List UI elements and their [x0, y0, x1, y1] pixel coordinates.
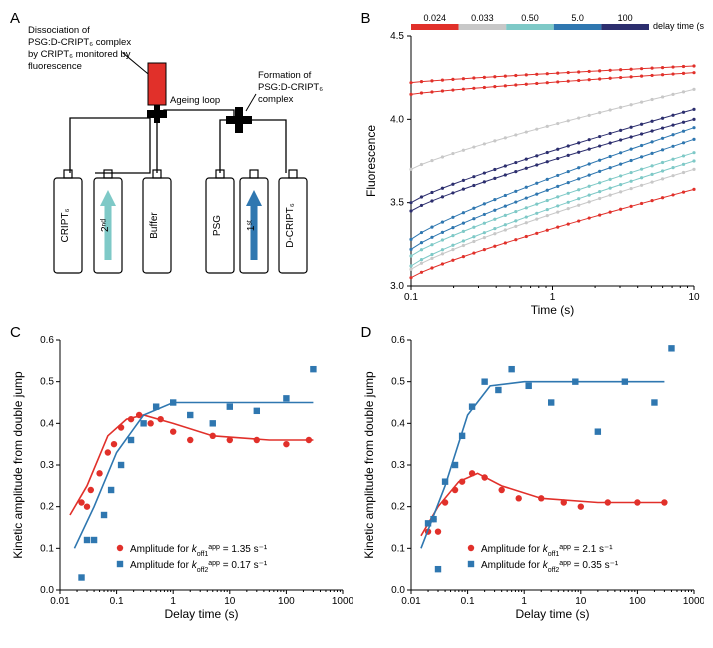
svg-text:0.1: 0.1: [110, 596, 124, 607]
svg-text:0.2: 0.2: [391, 502, 405, 513]
svg-text:2ⁿᵈ: 2ⁿᵈ: [100, 219, 111, 232]
svg-text:10: 10: [224, 596, 236, 607]
svg-text:0.1: 0.1: [404, 292, 418, 303]
panel-b-label: B: [361, 10, 371, 27]
panel-d-label: D: [361, 324, 372, 341]
panel-a-label: A: [10, 10, 20, 27]
svg-text:Amplitude for koff1app = 1.35: Amplitude for koff1app = 1.35 s⁻¹: [130, 544, 268, 558]
svg-text:complex: complex: [258, 94, 294, 105]
svg-text:0.4: 0.4: [40, 418, 54, 429]
svg-text:CRIPT₆: CRIPT₆: [60, 208, 71, 242]
svg-text:0.3: 0.3: [40, 460, 54, 471]
panel-b-svg: 0.024 0.033 0.50 5.0 100 delay time (s) 3.0 3.5…: [359, 8, 704, 318]
svg-text:0.4: 0.4: [391, 418, 405, 429]
panel-d: D 0.0 0.1 0.2 0.3 0.4 0.5 0.6 0.01 0.1 1 10 100 1000…: [359, 322, 706, 632]
svg-text:0.6: 0.6: [40, 335, 54, 346]
svg-text:Ageing loop: Ageing loop: [170, 95, 220, 106]
svg-text:by CRIPT₆ monitored by: by CRIPT₆ monitored by: [28, 49, 131, 60]
svg-text:0.033: 0.033: [471, 13, 494, 23]
svg-text:Fluorescence: Fluorescence: [364, 125, 378, 197]
svg-text:0.6: 0.6: [391, 335, 405, 346]
svg-text:1000: 1000: [332, 596, 353, 607]
svg-text:4.0: 4.0: [390, 114, 404, 125]
svg-text:fluorescence: fluorescence: [28, 61, 82, 72]
svg-text:100: 100: [278, 596, 295, 607]
panel-a: A Dissociation ofPSG:D-CRIPT₆ complexby …: [8, 8, 355, 318]
svg-text:0.5: 0.5: [391, 377, 405, 388]
svg-text:Amplitude for koff2app = 0.17: Amplitude for koff2app = 0.17 s⁻¹: [130, 560, 268, 574]
svg-text:PSG:D-CRIPT₆ complex: PSG:D-CRIPT₆ complex: [28, 37, 131, 48]
svg-text:Amplitude for koff2app = 0.35: Amplitude for koff2app = 0.35 s⁻¹: [481, 560, 619, 574]
panel-b: B 0.024 0.033 0.50 5.0 100 delay time (s) 3.0 3…: [359, 8, 706, 318]
svg-text:10: 10: [688, 292, 700, 303]
svg-text:Delay time (s): Delay time (s): [164, 607, 238, 621]
svg-text:1: 1: [549, 292, 555, 303]
svg-text:Time (s): Time (s): [530, 303, 574, 317]
svg-text:0.1: 0.1: [460, 596, 474, 607]
svg-text:PSG: PSG: [212, 215, 223, 236]
svg-text:3.0: 3.0: [390, 281, 404, 292]
svg-text:Kinetic amplitude from double: Kinetic amplitude from double jump: [11, 371, 25, 559]
svg-text:Buffer: Buffer: [149, 212, 160, 239]
svg-text:0.2: 0.2: [40, 502, 54, 513]
svg-text:Formation of: Formation of: [258, 70, 312, 81]
panel-c: C 0.0 0.1 0.2 0.3 0.4 0.5 0.6 0.01 0.1 1 10 100 1000…: [8, 322, 355, 632]
svg-text:100: 100: [629, 596, 646, 607]
svg-text:Dissociation of: Dissociation of: [28, 25, 90, 36]
svg-text:0.024: 0.024: [423, 13, 446, 23]
svg-text:10: 10: [575, 596, 587, 607]
svg-text:0.0: 0.0: [40, 585, 54, 596]
panel-a-svg: Dissociation ofPSG:D-CRIPT₆ complexby CR…: [8, 8, 353, 318]
svg-text:0.1: 0.1: [391, 543, 405, 554]
svg-text:0.50: 0.50: [521, 13, 539, 23]
figure-grid: A Dissociation ofPSG:D-CRIPT₆ complexby …: [8, 8, 705, 632]
svg-text:0.01: 0.01: [50, 596, 70, 607]
svg-text:Delay time (s): Delay time (s): [515, 607, 589, 621]
svg-text:PSG:D-CRIPT₆: PSG:D-CRIPT₆: [258, 82, 323, 93]
svg-text:0.3: 0.3: [391, 460, 405, 471]
svg-text:Amplitude for koff1app = 2.1 s: Amplitude for koff1app = 2.1 s⁻¹: [481, 544, 613, 558]
svg-text:D-CRIPT₆: D-CRIPT₆: [285, 203, 296, 248]
svg-text:0.1: 0.1: [40, 543, 54, 554]
svg-text:1: 1: [521, 596, 527, 607]
panel-c-label: C: [10, 324, 21, 341]
svg-text:100: 100: [617, 13, 632, 23]
svg-text:delay time (s): delay time (s): [653, 21, 704, 31]
svg-text:1ˢᵗ: 1ˢᵗ: [246, 220, 257, 231]
svg-text:Kinetic amplitude from double: Kinetic amplitude from double jump: [362, 371, 376, 559]
svg-text:3.5: 3.5: [390, 198, 404, 209]
svg-text:0.0: 0.0: [391, 585, 405, 596]
svg-text:5.0: 5.0: [571, 13, 584, 23]
panel-c-svg: 0.0 0.1 0.2 0.3 0.4 0.5 0.6 0.01 0.1 1 10 100 1000 De…: [8, 322, 353, 632]
panel-d-svg: 0.0 0.1 0.2 0.3 0.4 0.5 0.6 0.01 0.1 1 10 100 1000 De…: [359, 322, 704, 632]
svg-text:0.01: 0.01: [401, 596, 421, 607]
svg-text:4.5: 4.5: [390, 31, 404, 42]
svg-text:1000: 1000: [682, 596, 703, 607]
svg-text:1: 1: [170, 596, 176, 607]
svg-text:0.5: 0.5: [40, 377, 54, 388]
